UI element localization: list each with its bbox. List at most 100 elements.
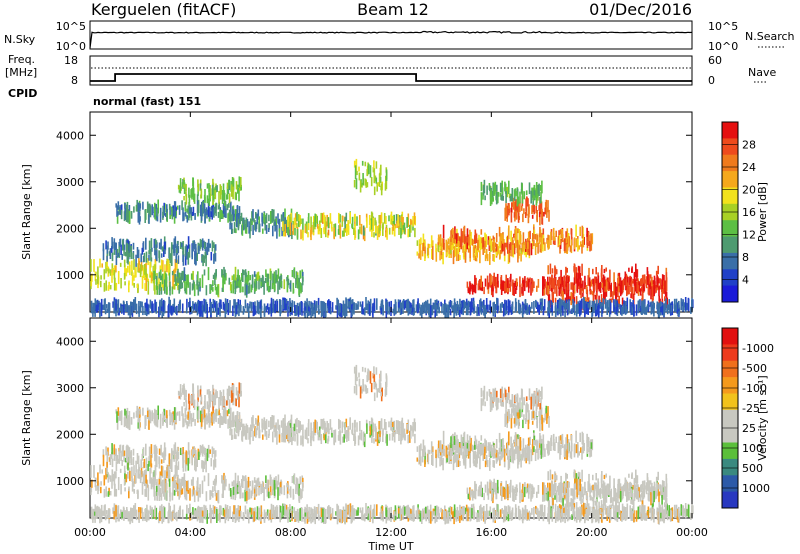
power-cell xyxy=(279,275,282,282)
power-cell xyxy=(330,221,333,229)
y-tick-label: 4000 xyxy=(56,129,84,142)
velocity-cell xyxy=(284,423,287,433)
power-cell xyxy=(686,302,688,311)
power-cell xyxy=(569,296,571,301)
power-cell xyxy=(508,243,511,254)
power-cell xyxy=(582,292,584,297)
power-cell xyxy=(551,274,553,288)
power-cell xyxy=(286,305,289,313)
power-cell xyxy=(566,282,568,287)
velocity-cell xyxy=(158,448,161,455)
velocity-cell xyxy=(201,462,203,467)
velocity-cell xyxy=(145,479,148,488)
power-cell xyxy=(480,181,483,192)
power-cell xyxy=(567,283,570,291)
power-cell xyxy=(532,204,535,213)
velocity-cell xyxy=(111,469,114,481)
power-cell xyxy=(613,272,615,284)
velocity-cell xyxy=(506,420,508,428)
velocity-cell xyxy=(215,392,217,399)
velocity-cell xyxy=(133,481,135,487)
power-cell xyxy=(170,306,172,315)
power-cell xyxy=(162,260,164,272)
power-cell xyxy=(586,289,589,300)
power-cell xyxy=(199,183,202,191)
velocity-cell xyxy=(94,477,97,488)
power-cell xyxy=(441,253,443,260)
velocity-cell xyxy=(522,483,524,489)
power-cell xyxy=(497,191,500,197)
velocity-cell xyxy=(441,449,443,457)
power-cell xyxy=(597,305,599,310)
velocity-cell xyxy=(385,433,387,439)
power-cell xyxy=(214,302,217,311)
power-cell xyxy=(249,301,251,307)
power-cell xyxy=(122,239,124,251)
velocity-cell xyxy=(558,441,561,452)
power-cell xyxy=(514,202,517,212)
power-cell xyxy=(99,303,101,309)
velocity-cell xyxy=(235,398,237,407)
velocity-cell xyxy=(458,447,460,453)
power-cell xyxy=(236,184,239,194)
velocity-cell xyxy=(484,401,486,407)
velocity-cell xyxy=(221,493,224,498)
velocity-cell xyxy=(123,450,126,456)
power-cell xyxy=(248,306,250,318)
power-cell xyxy=(128,211,131,224)
power-cell xyxy=(230,184,233,197)
power-cell xyxy=(268,223,270,230)
power-cell xyxy=(636,269,638,281)
velocity-cell xyxy=(359,421,361,432)
power-cell xyxy=(210,211,212,218)
power-cell xyxy=(206,304,208,318)
power-cell xyxy=(355,158,358,172)
velocity-cell xyxy=(419,456,422,466)
power-cell xyxy=(542,234,545,239)
power-cell xyxy=(222,202,225,209)
power-cell xyxy=(650,305,653,315)
power-cell xyxy=(451,245,453,250)
power-cell xyxy=(515,210,518,220)
power-cell xyxy=(372,217,375,232)
power-cell xyxy=(533,204,535,215)
power-cell xyxy=(221,269,223,277)
power-cell xyxy=(220,185,222,195)
power-cell xyxy=(219,210,221,222)
power-cell xyxy=(424,241,426,247)
velocity-cell xyxy=(174,482,177,489)
power-cell xyxy=(438,306,440,314)
velocity-cell xyxy=(116,418,119,430)
power-cell xyxy=(506,187,509,198)
velocity-cell xyxy=(208,389,210,399)
velocity-cell xyxy=(539,417,541,432)
power-cell xyxy=(282,221,284,231)
power-cell xyxy=(105,280,107,291)
power-cell xyxy=(259,300,262,309)
power-cell xyxy=(373,186,376,196)
freq-tick-left-bottom: 8 xyxy=(71,74,78,87)
velocity-cell xyxy=(176,411,179,416)
power-cell xyxy=(284,224,287,237)
velocity-cell xyxy=(237,422,240,437)
power-cell xyxy=(622,283,625,290)
velocity-cell xyxy=(128,411,131,417)
velocity-cell xyxy=(253,477,256,483)
velocity-cell xyxy=(267,433,270,438)
velocity-cell xyxy=(469,443,471,453)
velocity-cell xyxy=(237,475,239,485)
power-cell xyxy=(399,301,402,315)
noise-tick-right-top: 10^5 xyxy=(708,20,738,33)
power-cell xyxy=(477,239,479,251)
power-cell xyxy=(204,299,207,312)
power-cell xyxy=(168,247,171,261)
velocity-cell xyxy=(192,412,195,422)
power-cell xyxy=(552,227,555,241)
velocity-cell xyxy=(500,456,502,461)
power-cell xyxy=(512,244,515,258)
velocity-cell xyxy=(522,419,524,429)
power-cell xyxy=(656,302,659,315)
velocity-cell xyxy=(131,466,133,478)
velocity-cell xyxy=(240,487,242,499)
velocity-cell xyxy=(377,388,380,393)
